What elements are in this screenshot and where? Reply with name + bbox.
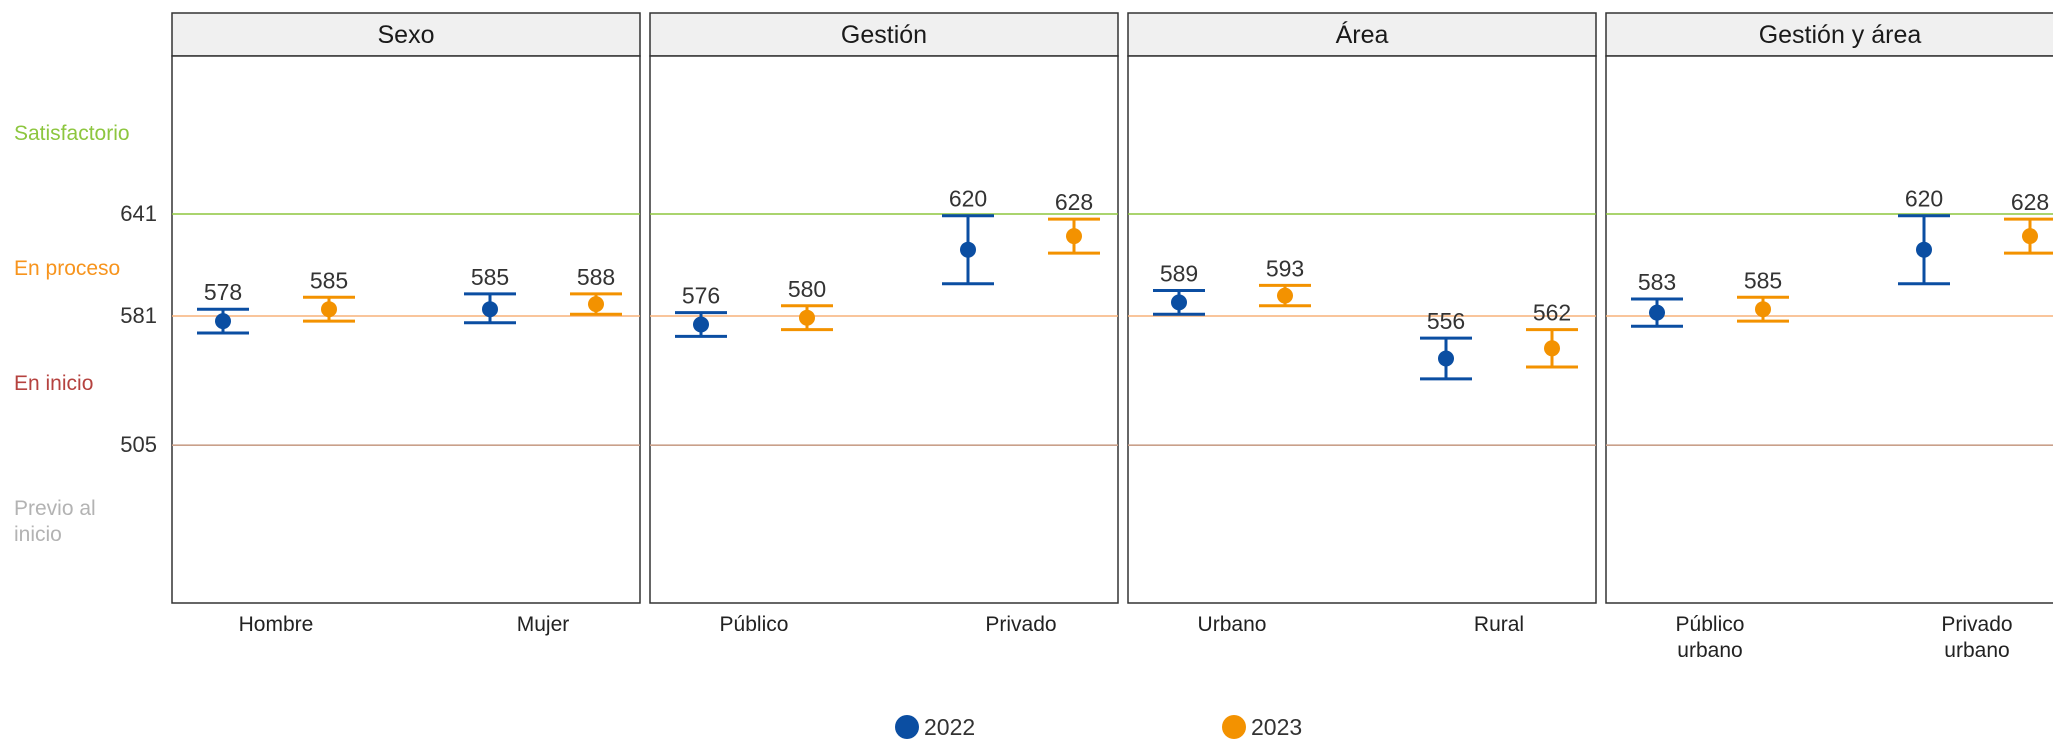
data-point [1438, 350, 1454, 367]
data-label: 585 [310, 267, 348, 293]
level-label: En proceso [14, 257, 120, 280]
data-label: 578 [204, 279, 242, 305]
panel-plot-area [171, 55, 641, 604]
x-tick-label: Privado [985, 613, 1056, 636]
panel-title: Sexo [378, 21, 435, 49]
data-point [482, 301, 498, 318]
data-point [960, 241, 976, 258]
y-tick-label: 505 [120, 432, 157, 457]
x-tick-label: Privado [1941, 613, 2012, 636]
panel-strip [1127, 12, 1597, 57]
level-label-previo: Previo al [14, 497, 96, 520]
level-label: Satisfactorio [14, 122, 130, 145]
panel-strip [171, 12, 641, 57]
panel-title: Gestión [841, 21, 927, 49]
data-label: 620 [949, 186, 987, 212]
data-point [215, 313, 231, 330]
x-tick-label: Público [720, 613, 789, 636]
legend-label: 2022 [924, 714, 975, 740]
data-label: 556 [1427, 308, 1465, 334]
data-label: 585 [471, 264, 509, 290]
data-label: 576 [682, 283, 720, 309]
data-point [799, 309, 815, 326]
x-tick-label: Urbano [1198, 613, 1267, 636]
x-tick-label: urbano [1944, 639, 2009, 662]
data-point [1755, 301, 1771, 318]
data-point [693, 316, 709, 333]
x-tick-label: Público [1676, 613, 1745, 636]
data-point [1171, 294, 1187, 311]
data-label: 585 [1744, 267, 1782, 293]
y-tick-label: 641 [120, 201, 157, 226]
data-label: 628 [1055, 189, 1093, 215]
panel-plot-area [1127, 55, 1597, 604]
x-tick-label: Hombre [239, 613, 314, 636]
panel-plot-area [1605, 55, 2053, 604]
panel: Gestión Público 576 580 Privado 620 628 [649, 12, 1119, 636]
x-tick-label: Rural [1474, 613, 1524, 636]
data-label: 562 [1533, 300, 1571, 326]
data-label: 580 [788, 276, 826, 302]
panel-strip [649, 12, 1119, 57]
data-label: 628 [2011, 189, 2049, 215]
x-tick-label: urbano [1677, 639, 1742, 662]
data-label: 589 [1160, 261, 1198, 287]
panel-plot-area [649, 55, 1119, 604]
panel-strip [1605, 12, 2053, 57]
data-label: 593 [1266, 255, 1304, 281]
data-point [321, 301, 337, 318]
level-label: En inicio [14, 372, 93, 395]
level-label-previo-line2: inicio [14, 523, 62, 546]
x-tick-label: Mujer [517, 613, 570, 636]
panel-title: Área [1336, 20, 1389, 49]
data-point [1649, 304, 1665, 321]
data-point [1066, 228, 1082, 245]
panel: Gestión y área Público urbano 583 585 Privado… [1605, 12, 2053, 662]
y-tick-label: 581 [120, 303, 157, 328]
data-point [588, 296, 604, 313]
data-label: 588 [577, 264, 615, 290]
data-point [2022, 228, 2038, 245]
legend-marker [1222, 715, 1246, 739]
panel: Área Urbano 589 593 Rural 556 562 [1127, 12, 1597, 636]
panel-title: Gestión y área [1759, 21, 1922, 49]
data-point [1544, 340, 1560, 357]
data-label: 583 [1638, 269, 1676, 295]
data-point [1277, 287, 1293, 304]
data-label: 620 [1905, 186, 1943, 212]
legend-label: 2023 [1251, 714, 1302, 740]
legend-marker [895, 715, 919, 739]
panel: Sexo Hombre 578 585 Mujer 585 588 [171, 12, 641, 636]
data-point [1916, 241, 1932, 258]
